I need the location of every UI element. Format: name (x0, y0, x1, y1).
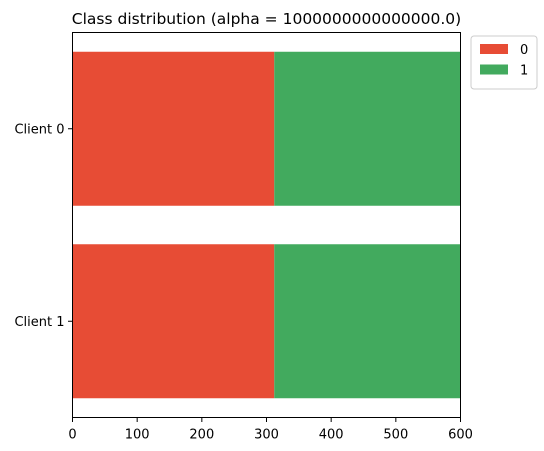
bars-layer (72, 51, 461, 399)
x-tick-label: 400 (319, 428, 344, 443)
bar-client-0-class-0 (72, 51, 275, 206)
bar-client-1-class-1 (274, 244, 461, 399)
legend-swatch (480, 44, 508, 54)
y-tick-label: Client 1 (14, 315, 64, 330)
x-axis: 0 100 200 300 400 500 600 (68, 417, 473, 443)
legend-label: 0 (520, 43, 528, 58)
bar-client-1-class-0 (72, 244, 275, 399)
x-tick-label: 300 (254, 428, 279, 443)
legend: 01 (470, 35, 538, 90)
bar-client-0-class-1 (274, 51, 461, 206)
chart-title: Class distribution (alpha = 100000000000… (72, 10, 461, 28)
x-tick-label: 200 (189, 428, 214, 443)
x-tick-label: 100 (125, 428, 150, 443)
x-tick-label: 600 (448, 428, 473, 443)
y-axis: Client 0 Client 1 (14, 122, 73, 330)
legend-label: 1 (520, 64, 528, 79)
y-tick-label: Client 0 (14, 122, 64, 137)
legend-swatch (480, 64, 508, 75)
x-tick-label: 0 (68, 428, 76, 443)
x-tick-label: 500 (383, 428, 408, 443)
